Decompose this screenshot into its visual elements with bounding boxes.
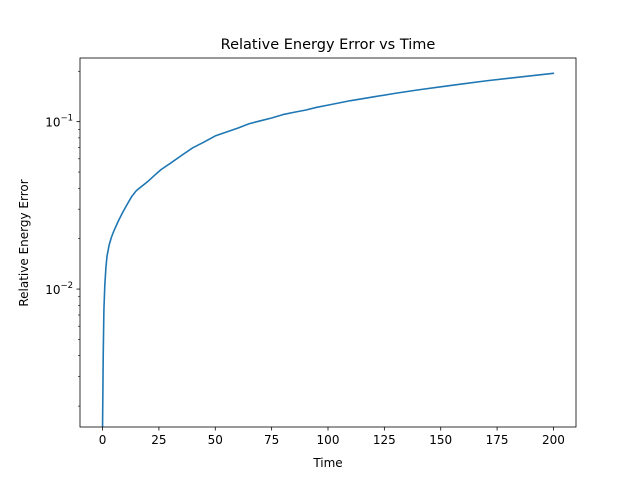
x-tick-label: 75: [264, 433, 279, 447]
x-tick-label: 200: [542, 433, 565, 447]
x-tick-label: 25: [151, 433, 166, 447]
y-tick-label: 10−1: [45, 114, 73, 130]
x-tick-label: 150: [429, 433, 452, 447]
y-tick-label: 10−2: [45, 281, 73, 297]
y-axis-label: Relative Energy Error: [17, 179, 31, 306]
x-tick-label: 125: [373, 433, 396, 447]
x-tick-label: 175: [486, 433, 509, 447]
chart-title: Relative Energy Error vs Time: [221, 37, 436, 53]
series-line: [101, 72, 555, 427]
x-tick-label: 100: [317, 433, 340, 447]
axes-frame: [79, 57, 577, 428]
x-tick-label: 50: [208, 433, 223, 447]
x-axis-label: Time: [312, 456, 342, 470]
plot-area: 0 25 50 75 100 125 150 175 200 10−2 10−1: [45, 57, 577, 447]
x-tick-label: 0: [99, 433, 107, 447]
